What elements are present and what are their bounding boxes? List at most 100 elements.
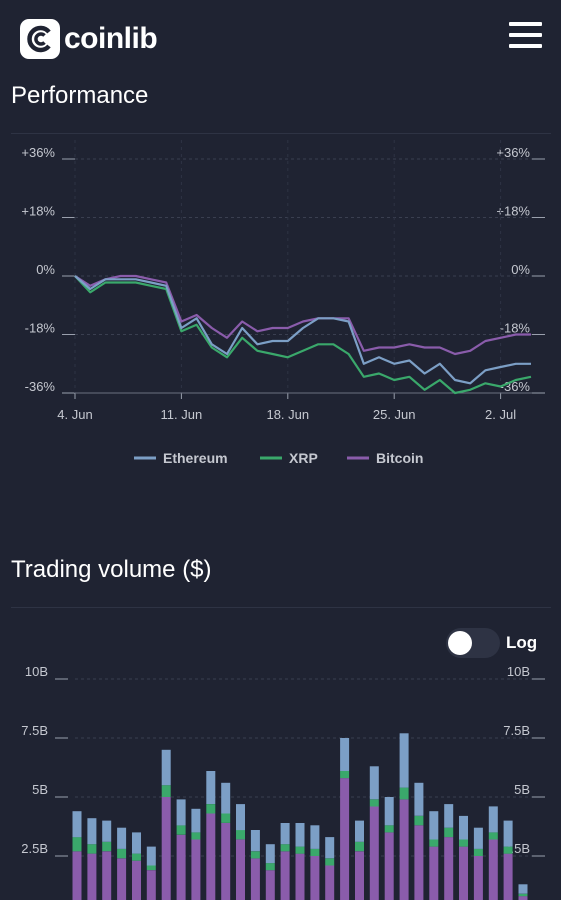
- volume-bar-xrp[interactable]: [280, 844, 290, 852]
- volume-bar-ethereum[interactable]: [295, 823, 305, 847]
- volume-bar-xrp[interactable]: [236, 830, 245, 840]
- volume-bar-bitcoin[interactable]: [176, 834, 186, 900]
- volume-bar-xrp[interactable]: [161, 785, 171, 797]
- volume-bar-ethereum[interactable]: [87, 818, 97, 845]
- hamburger-menu-icon[interactable]: [509, 22, 543, 50]
- volume-bar-ethereum[interactable]: [399, 733, 409, 788]
- volume-bar-ethereum[interactable]: [369, 766, 379, 800]
- volume-bar-xrp[interactable]: [146, 865, 156, 871]
- volume-bar-ethereum[interactable]: [72, 811, 82, 838]
- volume-bar-bitcoin[interactable]: [265, 870, 275, 900]
- volume-bar-ethereum[interactable]: [206, 771, 216, 804]
- volume-bar-xrp[interactable]: [459, 839, 468, 847]
- volume-bar-xrp[interactable]: [325, 858, 335, 866]
- volume-bar-bitcoin[interactable]: [429, 846, 439, 900]
- coinlib-logo[interactable]: coinlib: [20, 19, 158, 59]
- volume-bar-bitcoin[interactable]: [399, 799, 409, 900]
- volume-bar-ethereum[interactable]: [265, 844, 275, 864]
- volume-bar-xrp[interactable]: [191, 832, 201, 840]
- volume-bar-xrp[interactable]: [518, 893, 528, 897]
- volume-bar-bitcoin[interactable]: [87, 853, 97, 900]
- volume-bar-xrp[interactable]: [206, 804, 216, 814]
- volume-bar-ethereum[interactable]: [102, 820, 112, 842]
- volume-bar-xrp[interactable]: [340, 771, 350, 779]
- volume-bar-bitcoin[interactable]: [295, 853, 305, 900]
- volume-bar-bitcoin[interactable]: [72, 851, 82, 900]
- volume-bar-ethereum[interactable]: [444, 804, 454, 828]
- legend-item-ethereum[interactable]: Ethereum: [163, 450, 228, 466]
- volume-bar-xrp[interactable]: [102, 841, 112, 852]
- volume-bar-ethereum[interactable]: [355, 820, 364, 842]
- volume-bar-ethereum[interactable]: [236, 804, 245, 831]
- legend-item-bitcoin[interactable]: Bitcoin: [376, 450, 423, 466]
- volume-bar-bitcoin[interactable]: [488, 839, 498, 900]
- volume-bar-xrp[interactable]: [488, 832, 498, 840]
- volume-bar-ethereum[interactable]: [280, 823, 290, 845]
- volume-bar-bitcoin[interactable]: [221, 823, 231, 900]
- volume-bar-ethereum[interactable]: [221, 782, 231, 814]
- volume-bar-ethereum[interactable]: [325, 837, 335, 859]
- volume-bar-bitcoin[interactable]: [280, 851, 290, 900]
- volume-bar-bitcoin[interactable]: [414, 825, 424, 900]
- volume-bar-xrp[interactable]: [444, 827, 454, 838]
- volume-bar-ethereum[interactable]: [414, 782, 424, 816]
- volume-bar-xrp[interactable]: [384, 825, 394, 833]
- volume-bar-bitcoin[interactable]: [250, 858, 260, 900]
- volume-bar-xrp[interactable]: [369, 799, 379, 807]
- volume-bar-bitcoin[interactable]: [191, 839, 201, 900]
- volume-bar-xrp[interactable]: [414, 815, 424, 826]
- volume-bar-bitcoin[interactable]: [132, 860, 141, 900]
- volume-bar-bitcoin[interactable]: [369, 806, 379, 900]
- volume-bar-xrp[interactable]: [117, 848, 127, 859]
- volume-bar-bitcoin[interactable]: [117, 858, 127, 900]
- volume-bar-ethereum[interactable]: [340, 738, 350, 771]
- volume-bar-ethereum[interactable]: [191, 808, 201, 833]
- performance-chart[interactable]: +36% +36%+18% +18%0% 0%-18% -18%-36% -36%4. J…: [0, 0, 561, 480]
- volume-bar-xrp[interactable]: [250, 851, 260, 859]
- volume-bar-xrp[interactable]: [399, 787, 409, 800]
- volume-bar-ethereum[interactable]: [146, 846, 156, 866]
- volume-bar-ethereum[interactable]: [518, 884, 528, 894]
- volume-bar-xrp[interactable]: [87, 844, 97, 854]
- volume-bar-xrp[interactable]: [72, 837, 82, 852]
- volume-bar-bitcoin[interactable]: [325, 865, 335, 900]
- volume-bar-ethereum[interactable]: [117, 827, 127, 849]
- volume-bar-bitcoin[interactable]: [161, 797, 171, 900]
- volume-bar-bitcoin[interactable]: [206, 813, 216, 900]
- volume-bar-ethereum[interactable]: [176, 799, 186, 826]
- volume-bar-bitcoin[interactable]: [384, 832, 394, 900]
- volume-bar-xrp[interactable]: [221, 813, 231, 823]
- volume-bar-xrp[interactable]: [176, 825, 186, 835]
- volume-bar-ethereum[interactable]: [488, 806, 498, 833]
- volume-bar-ethereum[interactable]: [132, 832, 141, 854]
- legend-item-xrp[interactable]: XRP: [289, 450, 318, 466]
- volume-bar-ethereum[interactable]: [473, 827, 483, 849]
- volume-bar-xrp[interactable]: [429, 839, 439, 847]
- volume-bar-ethereum[interactable]: [161, 749, 171, 786]
- volume-bar-ethereum[interactable]: [250, 830, 260, 852]
- volume-bar-xrp[interactable]: [295, 846, 305, 854]
- volume-bar-xrp[interactable]: [503, 846, 513, 854]
- volume-bar-ethereum[interactable]: [459, 815, 468, 840]
- volume-bar-bitcoin[interactable]: [459, 846, 468, 900]
- volume-bar-xrp[interactable]: [310, 848, 320, 856]
- volume-bar-bitcoin[interactable]: [236, 839, 245, 900]
- volume-bar-xrp[interactable]: [132, 853, 141, 861]
- volume-bar-xrp[interactable]: [355, 841, 364, 852]
- volume-bar-ethereum[interactable]: [503, 820, 513, 847]
- volume-bar-bitcoin[interactable]: [518, 896, 528, 900]
- volume-bar-xrp[interactable]: [473, 848, 483, 856]
- volume-bar-xrp[interactable]: [265, 863, 275, 871]
- volume-bar-bitcoin[interactable]: [503, 853, 513, 900]
- volume-bar-bitcoin[interactable]: [473, 856, 483, 900]
- series-line-bitcoin[interactable]: [74, 274, 531, 356]
- volume-bar-ethereum[interactable]: [384, 797, 394, 826]
- volume-bar-bitcoin[interactable]: [355, 851, 364, 900]
- log-scale-toggle[interactable]: [446, 628, 500, 658]
- series-line-xrp[interactable]: [74, 275, 532, 395]
- volume-bar-bitcoin[interactable]: [310, 856, 320, 900]
- series-line-ethereum[interactable]: [74, 275, 531, 385]
- volume-bar-ethereum[interactable]: [310, 825, 320, 849]
- volume-bar-ethereum[interactable]: [429, 811, 439, 840]
